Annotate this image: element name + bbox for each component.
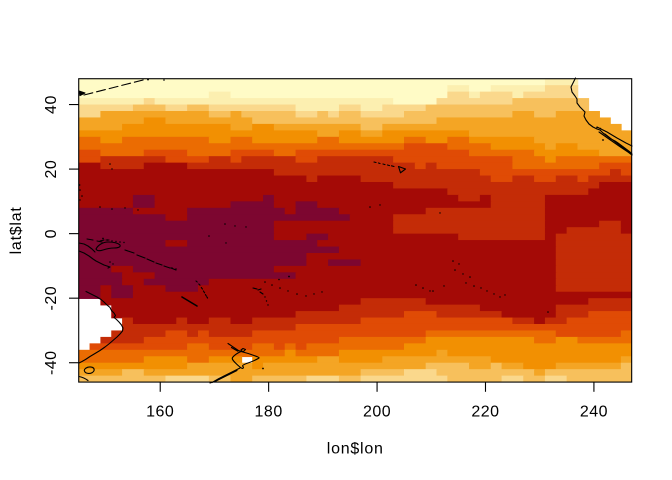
svg-text:-20: -20 — [43, 286, 60, 311]
svg-text:-40: -40 — [43, 350, 60, 375]
svg-text:0: 0 — [43, 229, 60, 238]
svg-text:180: 180 — [255, 403, 283, 420]
svg-text:160: 160 — [146, 403, 174, 420]
svg-text:220: 220 — [471, 403, 499, 420]
svg-text:240: 240 — [580, 403, 608, 420]
svg-text:40: 40 — [43, 95, 60, 114]
svg-text:20: 20 — [43, 160, 60, 179]
svg-text:lon$lon: lon$lon — [327, 441, 384, 458]
svg-text:lat$lat: lat$lat — [8, 206, 25, 254]
svg-text:200: 200 — [363, 403, 391, 420]
